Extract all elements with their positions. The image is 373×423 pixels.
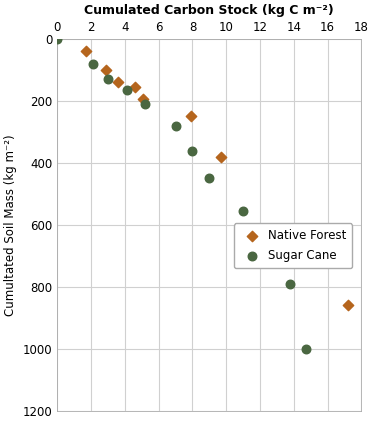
Native Forest	[345, 302, 351, 309]
Native Forest	[103, 66, 109, 73]
Sugar Cane	[173, 122, 179, 129]
Sugar Cane	[105, 76, 111, 82]
Sugar Cane	[240, 208, 246, 214]
Sugar Cane	[189, 147, 195, 154]
Native Forest	[132, 84, 138, 91]
Sugar Cane	[123, 87, 129, 93]
Legend: Native Forest, Sugar Cane: Native Forest, Sugar Cane	[234, 223, 352, 268]
Native Forest	[218, 154, 224, 160]
Sugar Cane	[303, 346, 308, 352]
Native Forest	[188, 113, 194, 120]
Y-axis label: Cumultated Soil Mass (kg m⁻²): Cumultated Soil Mass (kg m⁻²)	[4, 134, 17, 316]
Native Forest	[115, 79, 121, 86]
Sugar Cane	[142, 101, 148, 107]
Native Forest	[141, 96, 147, 103]
Native Forest	[278, 234, 283, 241]
Native Forest	[83, 48, 89, 55]
X-axis label: Cumulated Carbon Stock (kg C m⁻²): Cumulated Carbon Stock (kg C m⁻²)	[85, 4, 334, 17]
Sugar Cane	[206, 175, 212, 182]
Sugar Cane	[90, 60, 96, 67]
Sugar Cane	[54, 36, 60, 42]
Sugar Cane	[288, 280, 294, 287]
